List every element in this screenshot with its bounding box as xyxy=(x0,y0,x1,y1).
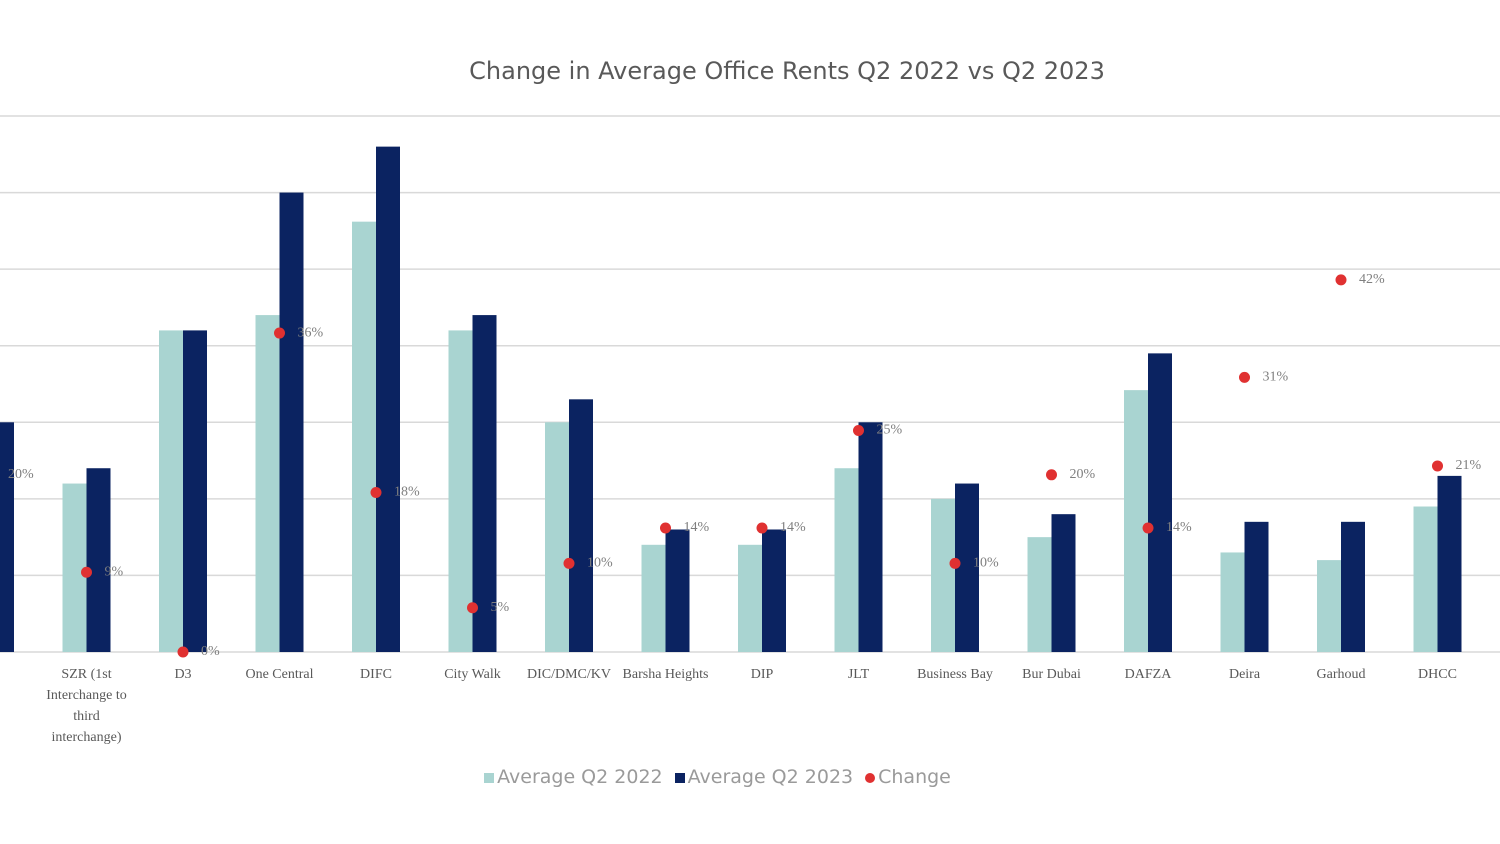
legend: Average Q2 2022 Average Q2 2023 Change xyxy=(0,766,1435,788)
data-label: 25% xyxy=(877,423,903,438)
change-dot xyxy=(1046,469,1057,481)
bar xyxy=(279,192,304,653)
bar xyxy=(352,221,376,652)
legend-label: Average Q2 2023 xyxy=(687,766,854,788)
x-tick-label: JLT xyxy=(847,667,870,682)
bar xyxy=(665,529,690,652)
bar xyxy=(955,483,979,652)
data-label: 20% xyxy=(8,467,34,482)
change-dot xyxy=(756,522,768,534)
x-tick-label: Business Bay xyxy=(917,667,993,682)
change-dot xyxy=(274,327,285,339)
bar xyxy=(159,330,183,652)
change-dot xyxy=(1142,522,1154,534)
change-dot xyxy=(177,646,189,658)
change-dot xyxy=(1239,371,1250,383)
chart-title: Change in Average Office Rents Q2 2022 v… xyxy=(469,57,1105,85)
change-dot xyxy=(1335,274,1347,286)
change-dot xyxy=(949,557,961,569)
change-dot xyxy=(467,602,478,614)
x-tick-label: DIC/DMC/KV xyxy=(526,667,611,682)
bar xyxy=(255,315,280,652)
data-label: 10% xyxy=(587,556,613,571)
x-tick-label: City Walk xyxy=(444,667,501,682)
bar xyxy=(86,468,111,652)
bar xyxy=(62,483,87,652)
data-label: 18% xyxy=(394,485,420,500)
bar xyxy=(1027,537,1052,652)
x-tick-label: Bur Dubai xyxy=(1022,667,1081,682)
bar xyxy=(1220,552,1245,652)
x-tick-label: One Central xyxy=(245,667,314,682)
data-label: 31% xyxy=(1263,370,1289,385)
change-dot xyxy=(370,487,382,499)
bar xyxy=(641,544,666,652)
bar xyxy=(834,468,859,652)
legend-item: Average Q2 2022 xyxy=(484,766,663,788)
bar xyxy=(1244,521,1269,652)
bar xyxy=(931,498,955,652)
data-label: 14% xyxy=(684,520,710,535)
legend-swatch xyxy=(674,773,685,783)
legend-item: Average Q2 2023 xyxy=(674,766,854,788)
data-label: 21% xyxy=(1456,458,1482,473)
bar xyxy=(545,422,569,652)
x-tick-label: D3 xyxy=(174,667,192,682)
bar xyxy=(0,422,14,652)
bar xyxy=(1317,560,1341,652)
change-dot xyxy=(1432,460,1443,472)
data-label: 0% xyxy=(201,644,220,659)
x-tick-label: Barsha Heights xyxy=(622,667,709,682)
data-label: 36% xyxy=(298,325,324,340)
x-tick-label: DIP xyxy=(750,667,774,682)
bar xyxy=(569,399,593,652)
data-label: 9% xyxy=(105,564,124,579)
bar xyxy=(1341,521,1365,652)
bar xyxy=(448,330,473,652)
bar xyxy=(858,422,883,652)
data-label: 14% xyxy=(1166,520,1192,535)
change-dot xyxy=(81,566,92,578)
bar xyxy=(762,529,786,652)
x-tick-label: DHCC xyxy=(1418,667,1457,682)
x-tick-label: Garhoud xyxy=(1316,667,1366,682)
bar xyxy=(1051,514,1076,652)
bar xyxy=(376,146,400,652)
legend-swatch xyxy=(865,773,876,783)
legend-label: Average Q2 2022 xyxy=(497,766,663,788)
bar xyxy=(1148,353,1172,652)
x-tick-label: Deira xyxy=(1228,667,1261,682)
legend-swatch xyxy=(484,773,495,783)
bar xyxy=(738,544,762,652)
x-tick-label: DIFC xyxy=(360,667,392,682)
bar xyxy=(1437,475,1462,652)
data-label: 14% xyxy=(780,520,806,535)
change-dot xyxy=(660,522,671,534)
bar xyxy=(1124,390,1148,652)
change-dot xyxy=(563,557,575,569)
data-label: 20% xyxy=(1070,467,1096,482)
x-tick-label: SZR (1st Interchange to third interchang… xyxy=(46,667,127,745)
bar xyxy=(1413,506,1438,652)
data-label: 5% xyxy=(491,600,510,615)
change-dot xyxy=(853,425,864,437)
data-label: 42% xyxy=(1359,272,1385,287)
legend-item: Change xyxy=(865,766,951,788)
legend-label: Change xyxy=(878,766,951,788)
x-tick-label: DAFZA xyxy=(1124,667,1172,682)
bar xyxy=(472,315,497,652)
bar xyxy=(183,330,207,652)
data-label: 10% xyxy=(973,556,999,571)
